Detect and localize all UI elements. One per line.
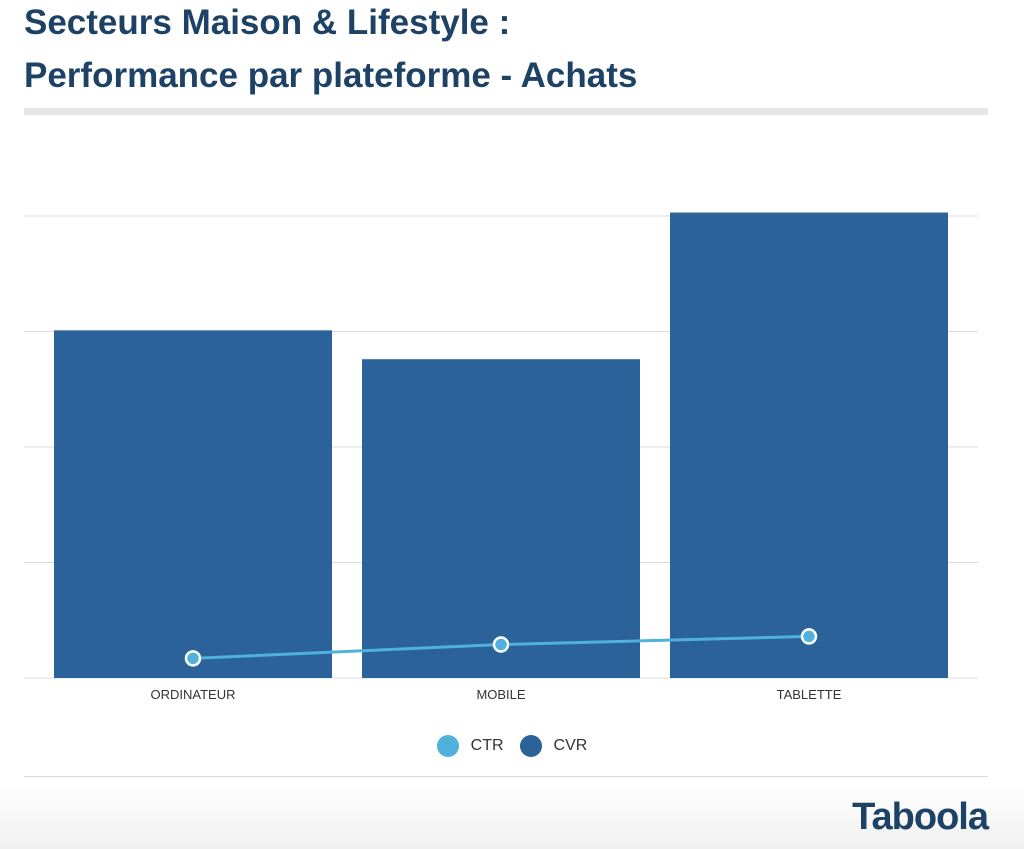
bar-cvr-tablette[interactable]	[670, 212, 948, 678]
chart-title-line1: Secteurs Maison & Lifestyle :	[24, 3, 511, 42]
x-tick-label-tablette: TABLETTE	[777, 687, 842, 702]
bar-cvr-ordinateur[interactable]	[54, 330, 332, 678]
legend-cvr-label: CVR	[553, 737, 588, 754]
point-ctr-ordinateur[interactable]	[184, 650, 202, 667]
legend-item-ctr[interactable]: CTR	[436, 735, 504, 757]
taboola-logo: Taboola	[852, 796, 989, 838]
ctr-line	[184, 628, 818, 667]
cvr-bars	[54, 212, 948, 678]
legend-ctr-label: CTR	[470, 737, 504, 754]
legend-cvr-swatch-icon	[519, 735, 542, 757]
chart-title-line2: Performance par plateforme - Achats	[24, 56, 638, 95]
footer-background	[0, 786, 1024, 849]
title-divider	[24, 108, 988, 115]
x-axis-labels: ORDINATEUR MOBILE TABLETTE	[151, 687, 842, 702]
chart-title: Secteurs Maison & Lifestyle : Performanc…	[24, 0, 637, 102]
point-ctr-mobile[interactable]	[492, 636, 510, 653]
bottom-divider	[24, 776, 988, 777]
legend-ctr-swatch-icon	[436, 735, 459, 757]
x-tick-label-ordinateur: ORDINATEUR	[151, 687, 236, 702]
x-tick-label-mobile: MOBILE	[476, 687, 525, 702]
legend-item-cvr[interactable]: CVR	[519, 735, 588, 757]
legend: CTR CVR	[0, 735, 1024, 757]
point-ctr-tablette[interactable]	[800, 628, 818, 645]
bar-cvr-mobile[interactable]	[362, 359, 640, 678]
